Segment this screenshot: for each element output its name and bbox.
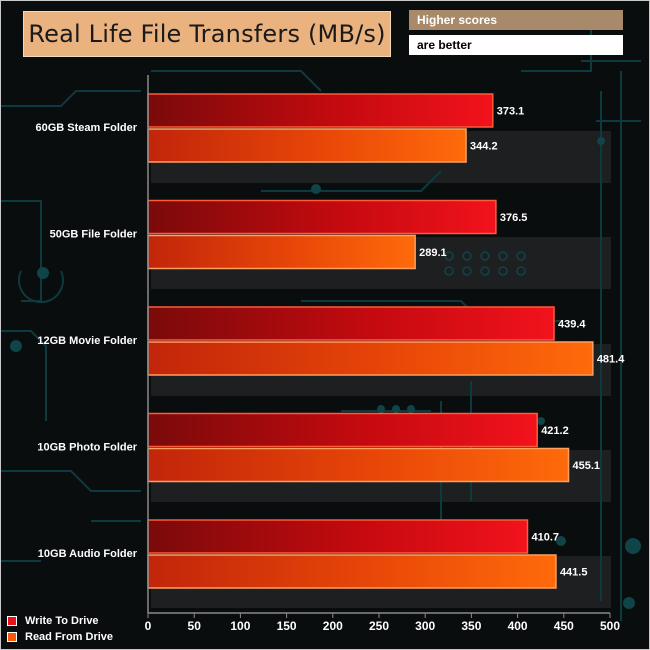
bar-read-1 [147,128,467,163]
category-label-3: 12GB Movie Folder [37,335,137,347]
legend: Write To Drive Read From Drive [7,613,113,645]
category-label-5: 10GB Audio Folder [38,548,138,560]
x-tick-label-10: 500 [600,619,620,633]
x-tick-label-2: 100 [230,619,250,633]
x-tick-label-0: 0 [145,619,152,633]
legend-swatch-read [7,632,17,642]
bar-write-3 [147,306,555,341]
data-label-read-4: 455.1 [573,460,601,472]
category-label-4: 10GB Photo Folder [37,442,137,454]
data-label-write-2: 376.5 [500,212,528,224]
title-box: Real Life File Transfers (MB/s) [23,11,391,57]
x-tick-label-6: 300 [415,619,435,633]
category-label-2: 50GB File Folder [50,229,138,241]
data-label-read-5: 441.5 [560,567,588,579]
legend-item-read: Read From Drive [7,629,113,645]
bar-read-4 [147,447,570,483]
data-label-write-5: 410.7 [531,532,559,544]
chart-title: Real Life File Transfers (MB/s) [28,20,386,48]
data-label-read-3: 481.4 [597,354,625,366]
x-tick-label-7: 350 [461,619,481,633]
data-label-write-1: 373.1 [497,106,525,118]
legend-item-write: Write To Drive [7,613,113,629]
data-label-write-4: 421.2 [541,425,569,437]
higher-scores-label: Higher scores [417,13,498,27]
bar-read-2 [147,234,416,270]
x-tick-label-4: 200 [323,619,343,633]
bar-read-3 [147,341,594,376]
bar-write-4 [147,412,538,448]
legend-label-write: Write To Drive [25,615,99,627]
data-label-read-2: 289.1 [419,247,447,259]
x-tick-label-8: 400 [508,619,528,633]
bar-read-5 [147,554,557,589]
higher-scores-box: Higher scores [409,10,623,30]
category-label-1: 60GB Steam Folder [36,122,138,134]
data-label-read-1: 344.2 [470,141,498,153]
legend-label-read: Read From Drive [25,631,114,643]
legend-swatch-write [7,616,17,626]
bar-write-5 [147,519,529,554]
bar-write-1 [147,93,494,128]
are-better-box: are better [409,35,623,55]
data-label-write-3: 439.4 [558,319,586,331]
x-tick-label-3: 150 [277,619,297,633]
x-tick-label-5: 250 [369,619,389,633]
x-tick-label-9: 450 [554,619,574,633]
bar-write-2 [147,199,497,235]
are-better-label: are better [417,38,472,52]
x-tick-label-1: 50 [188,619,202,633]
